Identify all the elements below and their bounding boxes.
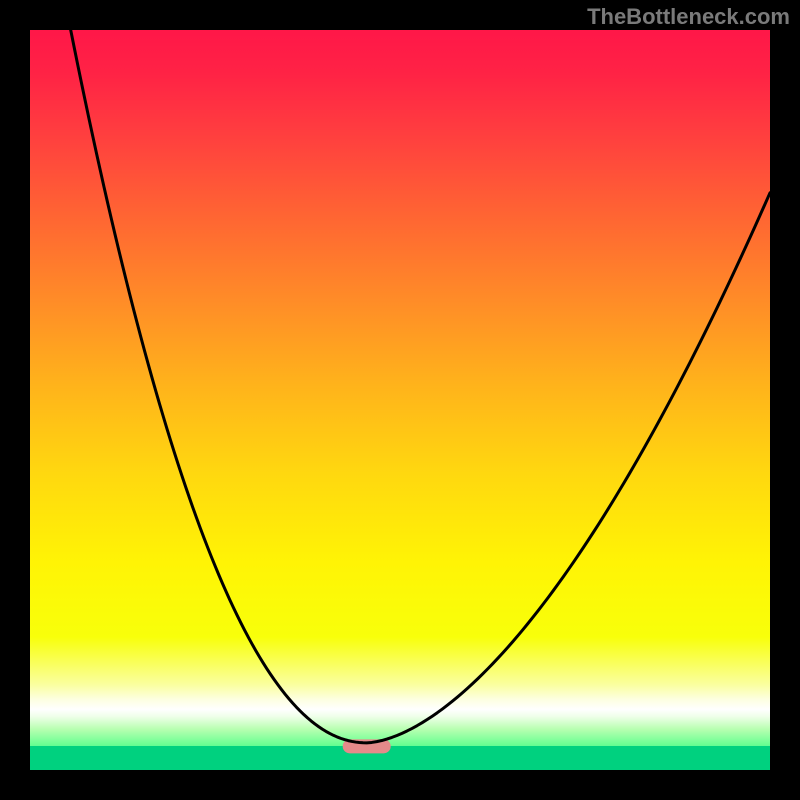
optimal-band	[30, 746, 770, 770]
gradient-background	[30, 30, 770, 770]
watermark-text: TheBottleneck.com	[587, 4, 790, 30]
chart-container: TheBottleneck.com	[0, 0, 800, 800]
bottleneck-curve-chart	[0, 0, 800, 800]
